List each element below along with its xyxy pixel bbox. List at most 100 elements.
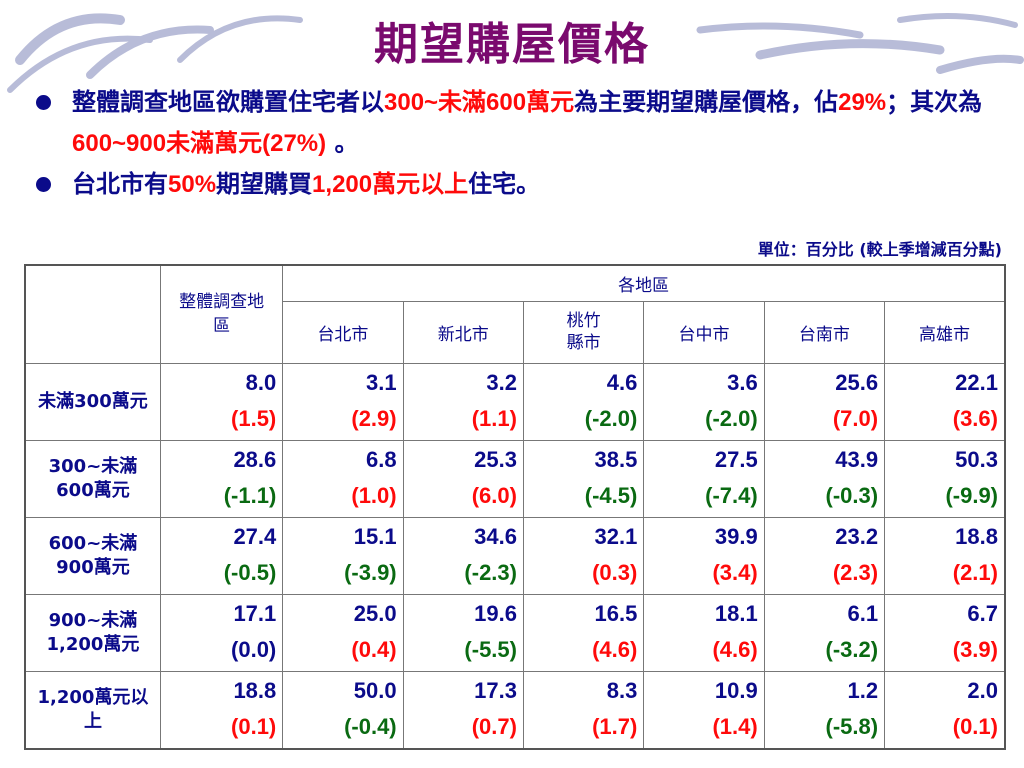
row-header: 900~未滿1,200萬元	[24, 593, 161, 672]
bullet-text: 。	[326, 129, 359, 157]
cell-value: 1.2	[847, 677, 879, 703]
table-cell: 32.1 (0.3)	[522, 516, 645, 595]
cell-value: 50.0	[353, 677, 397, 703]
highlight-text: 50%	[168, 171, 217, 198]
table-cell: 3.6 (-2.0)	[643, 362, 765, 441]
highlight-text: 1,200萬元以上	[312, 171, 469, 198]
table-cell: 18.1 (4.6)	[643, 593, 765, 672]
overall-header: 整體調查地區	[159, 264, 284, 364]
cell-value: 3.2	[486, 369, 517, 395]
cell-change: (-2.3)	[464, 559, 517, 585]
table-cell: 39.9 (3.4)	[643, 516, 765, 595]
table-cell: 19.6 (-5.5)	[402, 593, 524, 672]
cell-value: 27.5	[714, 446, 758, 472]
cell-value: 17.3	[474, 677, 517, 703]
cell-change: (1.1)	[471, 405, 517, 431]
table-cell: 18.8 (0.1)	[159, 670, 284, 749]
bullet-text: 期望購買	[216, 170, 313, 198]
row-header: 未滿300萬元	[24, 362, 161, 441]
cell-change: (-2.0)	[584, 405, 638, 431]
cell-change: (-0.4)	[344, 713, 397, 739]
table-cell: 25.6 (7.0)	[763, 362, 886, 441]
cell-value: 15.1	[353, 523, 397, 549]
region-header: 新北市	[402, 300, 524, 364]
bullet-text: 台北市有	[72, 170, 168, 198]
cell-value: 43.9	[835, 446, 879, 472]
bullet-text: 住宅。	[468, 170, 541, 198]
table-row: 600~未滿900萬元 27.4 (-0.5) 15.1 (-3.9) 34.6 (-2.3…	[24, 516, 1006, 595]
cell-change: (-5.8)	[825, 713, 879, 739]
cell-value: 34.6	[474, 523, 517, 549]
table-cell: 8.0 (1.5)	[159, 362, 284, 441]
cell-change: (0.3)	[592, 559, 638, 585]
cell-change: (-4.5)	[584, 482, 638, 508]
cell-change: (1.4)	[712, 713, 758, 739]
region-header: 桃竹縣市	[522, 300, 645, 364]
cell-change: (0.1)	[952, 713, 998, 739]
cell-change: (1.7)	[592, 713, 638, 739]
region-header: 高雄市	[884, 300, 1006, 364]
cell-change: (-5.5)	[464, 636, 517, 662]
cell-value: 6.7	[967, 600, 998, 626]
unit-note: 單位：百分比 (較上季增減百分點)	[757, 240, 1002, 259]
table-cell: 43.9 (-0.3)	[763, 439, 886, 518]
table-cell: 25.0 (0.4)	[282, 593, 404, 672]
cell-value: 19.6	[474, 600, 517, 626]
region-header: 台中市	[643, 300, 765, 364]
table-row: 300~未滿600萬元 28.6 (-1.1) 6.8 (1.0) 25.3 (6.0) 38…	[24, 439, 1006, 518]
table-cell: 6.8 (1.0)	[282, 439, 404, 518]
cell-value: 6.8	[366, 446, 397, 472]
cell-value: 3.6	[727, 369, 758, 395]
table-cell: 8.3 (1.7)	[522, 670, 645, 749]
table-cell: 6.1 (-3.2)	[763, 593, 886, 672]
table-cell: 17.1 (0.0)	[159, 593, 284, 672]
bullet-text: 為主要期望購屋價格，佔	[574, 88, 839, 116]
table-cell: 25.3 (6.0)	[402, 439, 524, 518]
cell-change: (3.4)	[712, 559, 758, 585]
cell-change: (-9.9)	[945, 482, 998, 508]
corner-header	[24, 264, 161, 364]
cell-value: 32.1	[594, 523, 638, 549]
table-cell: 23.2 (2.3)	[763, 516, 886, 595]
cell-value: 18.8	[233, 677, 277, 703]
bullet-list: 整體調查地區欲購置住宅者以300~未滿600萬元為主要期望購屋價格，佔29%；其…	[30, 82, 1005, 205]
cell-value: 38.5	[594, 446, 638, 472]
cell-change: (3.6)	[952, 405, 998, 431]
cell-change: (-3.9)	[344, 559, 397, 585]
cell-change: (-3.2)	[825, 636, 879, 662]
cell-value: 25.0	[353, 600, 397, 626]
decorative-swoosh-background	[7, 13, 1024, 93]
cell-change: (1.0)	[351, 482, 397, 508]
row-header: 300~未滿600萬元	[24, 439, 161, 518]
cell-change: (0.7)	[471, 713, 517, 739]
cell-value: 18.8	[955, 523, 998, 549]
table-cell: 10.9 (1.4)	[643, 670, 765, 749]
table-cell: 18.8 (2.1)	[884, 516, 1006, 595]
table-cell: 38.5 (-4.5)	[522, 439, 645, 518]
cell-change: (-0.5)	[223, 559, 277, 585]
table-cell: 50.3 (-9.9)	[884, 439, 1006, 518]
cell-change: (-2.0)	[705, 405, 758, 431]
cell-value: 18.1	[714, 600, 758, 626]
table-row: 1,200萬元以上 18.8 (0.1) 50.0 (-0.4) 17.3 (0.7) 8.3…	[24, 670, 1006, 749]
table-cell: 6.7 (3.9)	[884, 593, 1006, 672]
row-header: 600~未滿900萬元	[24, 516, 161, 595]
cell-change: (2.3)	[832, 559, 879, 585]
region-header: 台南市	[763, 300, 886, 364]
table-cell: 22.1 (3.6)	[884, 362, 1006, 441]
cell-value: 39.9	[714, 523, 758, 549]
row-header: 1,200萬元以上	[24, 670, 161, 749]
cell-value: 17.1	[233, 600, 277, 626]
highlight-text: 300~未滿600萬元	[384, 89, 575, 116]
cell-change: (-7.4)	[705, 482, 758, 508]
cell-value: 2.0	[967, 677, 998, 703]
cell-value: 50.3	[955, 446, 998, 472]
cell-value: 25.6	[835, 369, 879, 395]
cell-value: 8.3	[606, 677, 638, 703]
cell-value: 23.2	[835, 523, 879, 549]
table-cell: 3.1 (2.9)	[282, 362, 404, 441]
price-table: 整體調查地區 各地區 台北市 新北市 桃竹縣市 台中市 台南市 高雄市 未滿300萬元 8.…	[24, 264, 1006, 750]
cell-change: (0.4)	[351, 636, 397, 662]
table-cell: 2.0 (0.1)	[884, 670, 1006, 749]
bullet-item-2: 台北市有50%期望購買1,200萬元以上住宅。	[30, 164, 1005, 205]
